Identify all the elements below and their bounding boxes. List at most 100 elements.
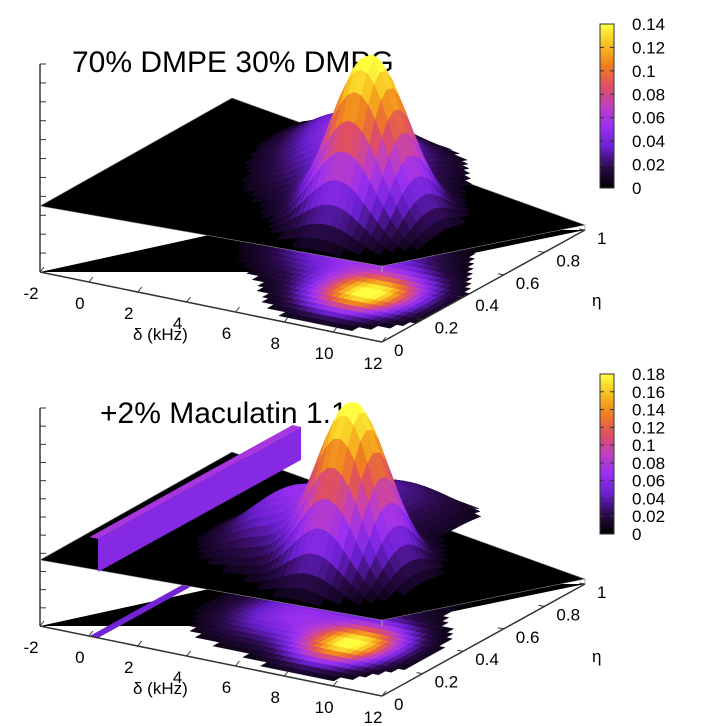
x-tick-label: 8 (271, 688, 280, 707)
x-tick-label: 12 (364, 354, 383, 373)
y-tick-label: 0.2 (435, 673, 459, 692)
colorbar-bar (599, 373, 615, 535)
y-tick-label: 0.4 (475, 296, 499, 315)
x-tick-label: 6 (222, 324, 231, 343)
colorbar-tick-label: 0.14 (632, 401, 665, 420)
x-tick (381, 690, 387, 697)
x-axis-label: δ (kHz) (133, 679, 188, 698)
heatmap-cell (457, 287, 472, 293)
colorbar-tick-label: 0.14 (632, 15, 665, 34)
surface-facet (312, 594, 326, 607)
y-tick-label: 1 (597, 583, 606, 602)
y-tick (457, 649, 464, 652)
surface-facet (332, 590, 346, 606)
y-axis-line (381, 229, 586, 343)
y-tick-label: 0.8 (556, 605, 580, 624)
heatmap-cell (431, 645, 446, 652)
x-tick (137, 286, 143, 293)
x-tick-label: 12 (364, 708, 383, 726)
colorbar-tick-label: 0 (632, 179, 641, 198)
colorbar-tick-label: 0.02 (632, 156, 665, 175)
y-tick-label: 0.8 (556, 251, 580, 270)
x-tick-label: -2 (23, 284, 38, 303)
colorbar-tick-label: 0.16 (632, 383, 665, 402)
heatmap-cell (440, 627, 455, 633)
y-tick-label: 0.4 (475, 650, 499, 669)
x-tick-label: 4 (173, 668, 182, 687)
surface-facet (410, 238, 425, 251)
x-tick (186, 650, 191, 657)
colorbar-tick-label: 0.12 (632, 38, 665, 57)
y-tick (416, 672, 423, 675)
x-tick-label: 6 (222, 678, 231, 697)
x-tick-label: 2 (124, 304, 133, 323)
colorbar-tick-label: 0.04 (632, 489, 665, 508)
x-axis-line (39, 271, 383, 343)
x-tick (283, 316, 289, 323)
heatmap-cell (461, 252, 476, 258)
x-axis-ticks: -2 0 2 4 6 8 10 12 (23, 620, 387, 726)
x-tick (88, 276, 94, 283)
x-tick (186, 296, 191, 303)
surface-facet (332, 245, 347, 258)
y-axis-ticks: 0 0.2 0.4 0.6 0.8 1 (375, 228, 606, 360)
x-tick (381, 336, 387, 343)
surface-facet (364, 589, 378, 604)
heatmap-cell (460, 262, 475, 268)
z-axis-ticks (40, 63, 46, 273)
colorbar: 00.020.040.060.080.10.120.140.160.18 (599, 365, 665, 544)
y-tick-label: 1 (597, 229, 606, 248)
x-tick-label: 0 (75, 294, 84, 313)
colorbar-tick-label: 0.06 (632, 109, 665, 128)
x-axis-line (39, 625, 383, 697)
colorbar-tick-label: 0.18 (632, 365, 665, 384)
y-tick-label: 0 (394, 695, 403, 714)
surface-facet (396, 583, 410, 597)
x-tick (332, 680, 338, 687)
x-tick (235, 660, 240, 667)
y-tick (375, 694, 383, 697)
heatmap-cell (459, 272, 474, 278)
y-tick (538, 250, 545, 253)
x-tick-label: 10 (315, 698, 334, 717)
y-tick (497, 273, 504, 276)
y-tick (375, 340, 383, 343)
x-tick-label: 8 (271, 334, 280, 353)
surface-facet (352, 241, 367, 256)
y-tick (416, 318, 423, 321)
colorbar-tick-label: 0.02 (632, 507, 665, 526)
x-tick (235, 306, 240, 313)
x-axis-ticks: -2 0 2 4 6 8 10 12 (23, 266, 387, 373)
x-tick-label: 4 (173, 314, 182, 333)
heatmap-cell (461, 257, 476, 263)
heatmap-cell (457, 282, 472, 288)
heatmap-cell (438, 637, 453, 643)
colorbar-tick-label: 0.06 (632, 472, 665, 491)
surface-facet (397, 237, 412, 252)
x-tick (39, 620, 45, 627)
y-axis-ticks: 0 0.2 0.4 0.6 0.8 1 (375, 582, 606, 714)
colorbar-tick-label: 0.08 (632, 85, 665, 104)
x-tick-label: 0 (75, 648, 84, 667)
ridge-top (89, 425, 302, 539)
panel-title: 70% DMPE 30% DMPG (72, 46, 394, 79)
x-tick (88, 630, 94, 637)
y-axis-line (381, 583, 586, 697)
colorbar-tick-label: 0.12 (632, 418, 665, 437)
colorbar-tick-label: 0.04 (632, 132, 665, 151)
y-tick (578, 582, 586, 585)
y-tick (497, 627, 504, 630)
heatmap-cell (434, 621, 449, 627)
x-tick (332, 326, 338, 333)
z-axis-ticks (40, 407, 46, 627)
y-tick-label: 0.6 (516, 628, 540, 647)
surface-facet (385, 239, 399, 254)
colorbar-tick-label: 0.1 (632, 62, 656, 81)
surface-facet (377, 588, 391, 602)
x-tick (137, 640, 143, 647)
heatmap-cell (439, 632, 454, 638)
y-tick (538, 604, 545, 607)
